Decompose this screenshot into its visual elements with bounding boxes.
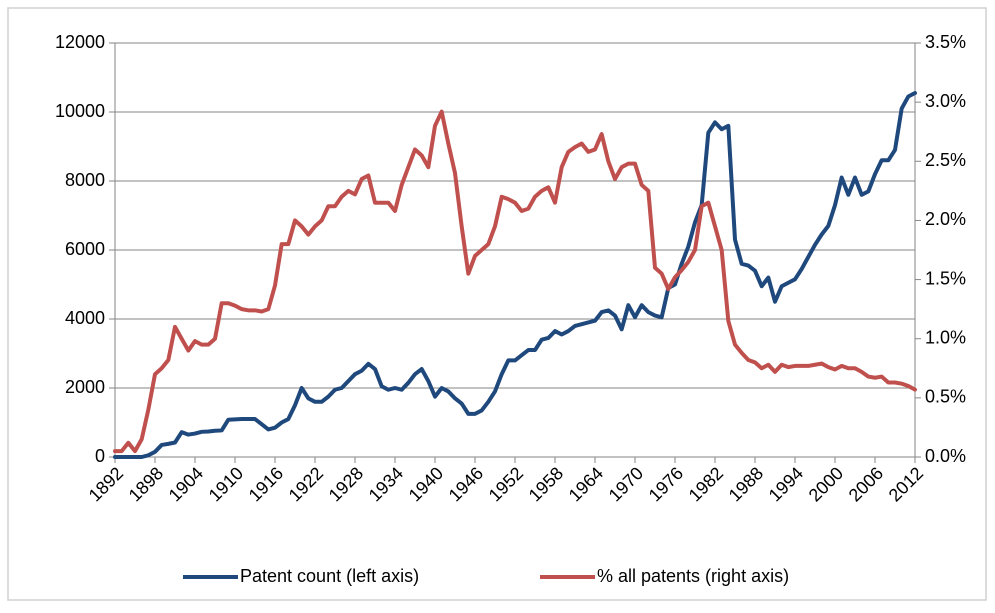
y2-tick-label: 3.5% — [925, 32, 966, 52]
y2-tick-label: 2.0% — [925, 209, 966, 229]
y2-tick-label: 1.5% — [925, 268, 966, 288]
y-tick-label: 12000 — [55, 32, 105, 52]
y2-tick-label: 0.5% — [925, 387, 966, 407]
y2-tick-label: 1.0% — [925, 327, 966, 347]
chart-frame — [7, 7, 987, 601]
y-tick-label: 6000 — [65, 239, 105, 259]
legend-label: % all patents (right axis) — [597, 566, 789, 586]
y-tick-label: 10000 — [55, 101, 105, 121]
y-tick-label: 2000 — [65, 377, 105, 397]
y2-tick-label: 0.0% — [925, 446, 966, 466]
y-tick-label: 4000 — [65, 308, 105, 328]
legend-label: Patent count (left axis) — [240, 566, 419, 586]
y-tick-label: 0 — [95, 446, 105, 466]
y2-tick-label: 3.0% — [925, 91, 966, 111]
y-tick-label: 8000 — [65, 170, 105, 190]
y2-tick-label: 2.5% — [925, 150, 966, 170]
series-line — [113, 91, 917, 459]
series-line — [113, 109, 917, 454]
